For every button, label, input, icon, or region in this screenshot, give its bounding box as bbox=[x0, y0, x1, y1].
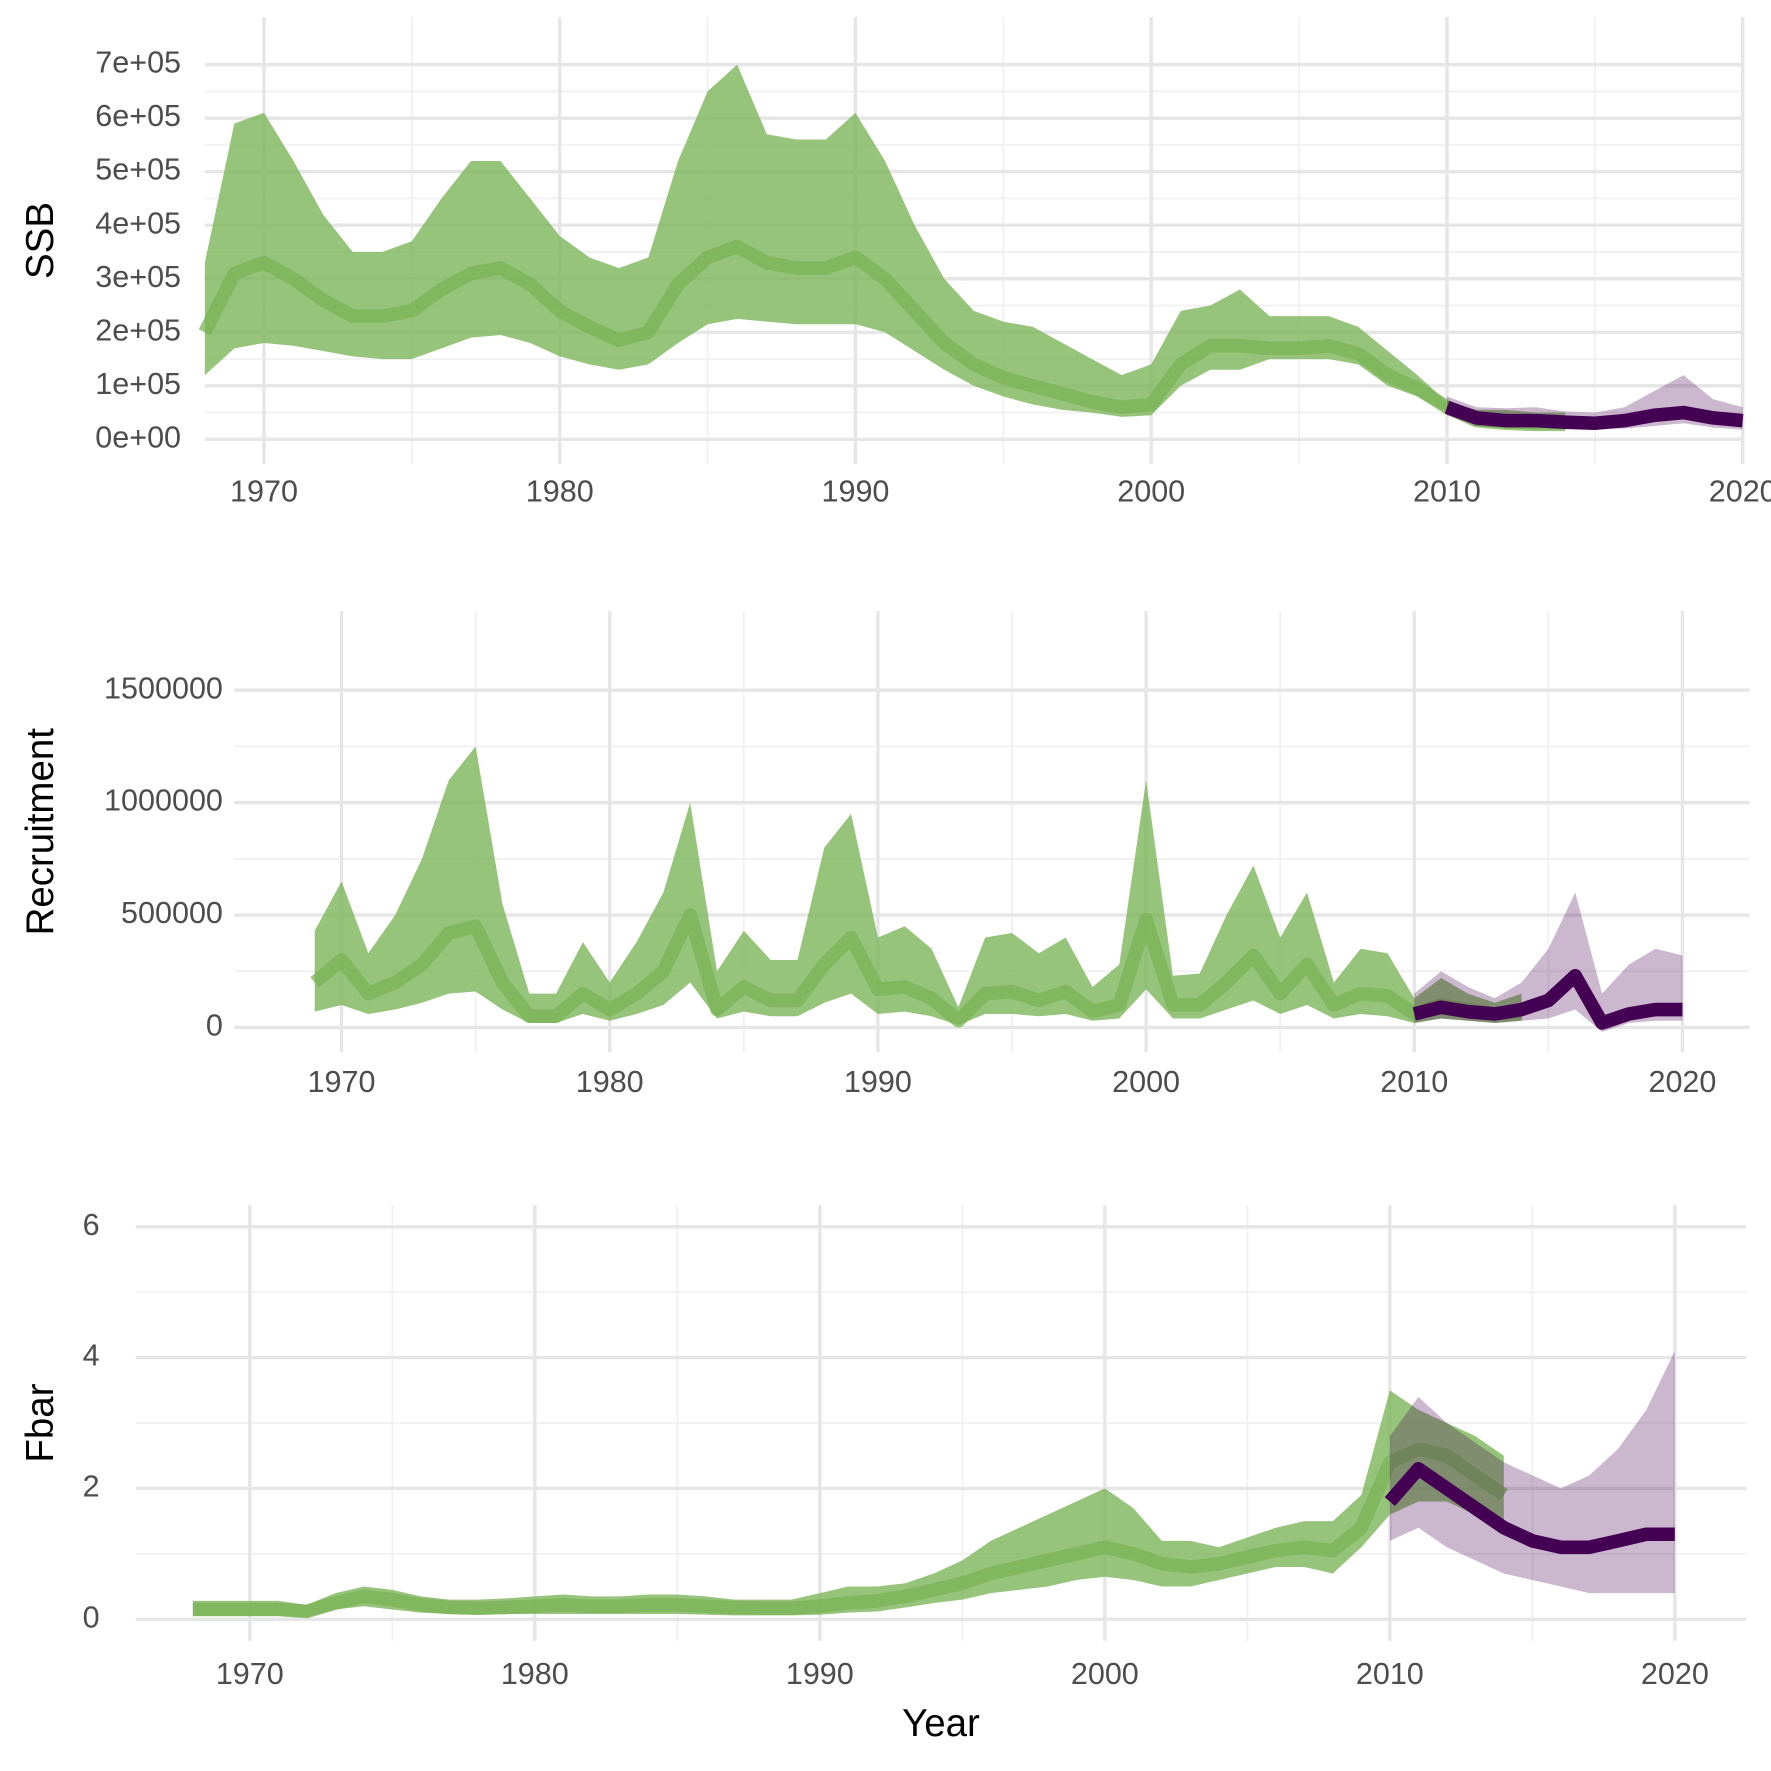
y-tick-label: 1500000 bbox=[104, 671, 223, 705]
y-tick-label: 6e+05 bbox=[95, 99, 181, 133]
panel: 1970 1980 1990 2000 2010 2020 0 500000 1000000 15… bbox=[19, 611, 1750, 1099]
x-tick-label: 2000 bbox=[1071, 1657, 1139, 1691]
x-tick-label: 2020 bbox=[1648, 1065, 1716, 1099]
confidence-band bbox=[1389, 1351, 1675, 1594]
panel: 1970 1980 1990 2000 2010 2020 0 2 4 6 Fbar Year bbox=[19, 1205, 1747, 1745]
y-tick-label: 3e+05 bbox=[95, 260, 181, 294]
x-tick-label: 2010 bbox=[1380, 1065, 1448, 1099]
y-axis-title: SSB bbox=[19, 202, 62, 279]
panel: 1970 1980 1990 2000 2010 2020 0e+00 1e+05 2e+05 3… bbox=[19, 16, 1771, 508]
median-line bbox=[198, 239, 1566, 432]
y-tick-label: 0 bbox=[83, 1600, 100, 1634]
y-axis-title: Fbar bbox=[19, 1383, 62, 1462]
x-tick-label: 1970 bbox=[216, 1657, 284, 1691]
x-tick-label: 1970 bbox=[230, 474, 298, 508]
x-tick-label: 2010 bbox=[1356, 1657, 1424, 1691]
x-tick-label: 2010 bbox=[1413, 474, 1481, 508]
median-line bbox=[1444, 400, 1744, 431]
confidence-band bbox=[1414, 892, 1683, 1032]
x-tick-label: 2020 bbox=[1709, 474, 1771, 508]
median-line bbox=[192, 1442, 1508, 1619]
x-tick-label: 1990 bbox=[844, 1065, 912, 1099]
y-tick-label: 2e+05 bbox=[95, 313, 181, 347]
confidence-band bbox=[314, 746, 1522, 1026]
y-axis-title: Recruitment bbox=[19, 728, 62, 936]
median-line bbox=[1384, 1462, 1675, 1555]
median-line bbox=[1412, 969, 1683, 1030]
y-tick-label: 0e+00 bbox=[95, 420, 181, 454]
y-tick-label: 2 bbox=[83, 1470, 100, 1504]
x-tick-label: 1980 bbox=[576, 1065, 644, 1099]
x-tick-label: 1990 bbox=[821, 474, 889, 508]
y-tick-label: 7e+05 bbox=[95, 46, 181, 80]
y-tick-label: 5e+05 bbox=[95, 153, 181, 187]
x-tick-label: 2000 bbox=[1117, 474, 1185, 508]
x-tick-label: 1980 bbox=[501, 1657, 569, 1691]
x-tick-label: 1980 bbox=[526, 474, 594, 508]
y-tick-label: 4 bbox=[83, 1339, 100, 1373]
x-tick-label: 1990 bbox=[786, 1657, 854, 1691]
x-tick-label: 1970 bbox=[308, 1065, 376, 1099]
y-tick-label: 0 bbox=[206, 1009, 223, 1043]
median-line bbox=[310, 908, 1523, 1028]
y-tick-label: 1000000 bbox=[104, 784, 223, 818]
y-tick-label: 500000 bbox=[121, 896, 223, 930]
x-tick-label: 2020 bbox=[1641, 1657, 1709, 1691]
y-tick-label: 4e+05 bbox=[95, 206, 181, 240]
confidence-band bbox=[204, 64, 1566, 430]
x-axis-title: Year bbox=[902, 1702, 980, 1745]
y-tick-label: 1e+05 bbox=[95, 367, 181, 401]
x-tick-label: 2000 bbox=[1112, 1065, 1180, 1099]
confidence-band bbox=[192, 1390, 1504, 1618]
y-tick-label: 6 bbox=[83, 1208, 100, 1242]
